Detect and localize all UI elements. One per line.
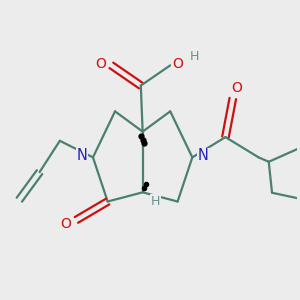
Text: O: O (95, 56, 106, 70)
Text: O: O (231, 81, 242, 95)
Text: N: N (76, 148, 87, 164)
Text: H: H (151, 195, 160, 208)
Text: N: N (198, 148, 209, 164)
Text: O: O (60, 217, 71, 231)
Text: H: H (190, 50, 199, 63)
Text: O: O (172, 56, 183, 70)
